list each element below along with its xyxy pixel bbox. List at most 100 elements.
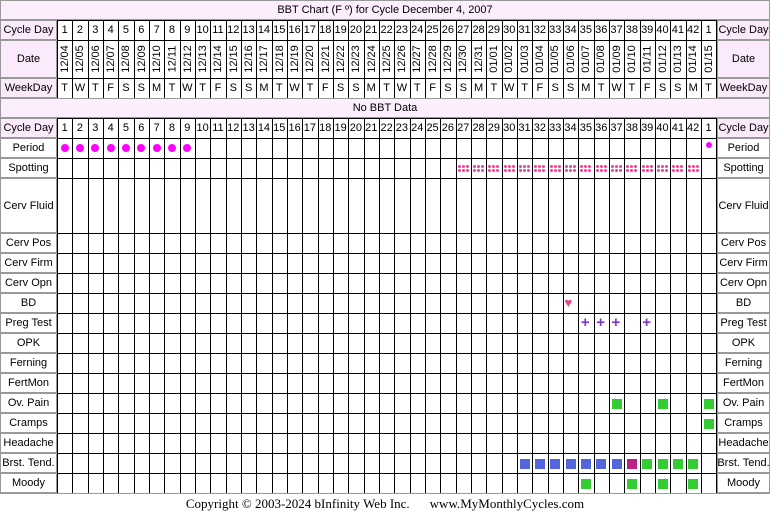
brst-tend-mark [550, 459, 561, 469]
date-text: 01/10 [625, 45, 638, 73]
spotting-dot [492, 164, 496, 168]
weekday-cell: S [137, 82, 145, 94]
cycle-day-cell: 20 [349, 24, 363, 36]
cycle-day-cell: 7 [153, 24, 160, 36]
cycle-day-2-cell: 16 [288, 122, 301, 134]
spotting-dot [595, 168, 599, 172]
spotting-dot [465, 164, 469, 168]
cycle-day-2-cell: 4 [107, 122, 114, 134]
date-text: 01/09 [610, 45, 623, 73]
date-text: 12/30 [457, 45, 470, 73]
weekday-cell: M [366, 82, 376, 94]
spotting-dot [573, 164, 577, 168]
plus-icon: + [611, 314, 621, 331]
date-text: 12/25 [380, 45, 393, 73]
weekday-cell: T [490, 82, 498, 94]
spotting-dot [626, 168, 630, 172]
spotting-dot [503, 168, 507, 172]
cycle-day-2-cell: 2 [76, 122, 84, 134]
date-text: 12/09 [135, 45, 148, 73]
spotting-dot [634, 164, 638, 168]
spotting-dot [477, 164, 481, 168]
spotting-dot [661, 164, 665, 168]
date-cell: 12/08 [118, 40, 133, 78]
spotting-dot [511, 168, 515, 172]
spotting-dot [691, 168, 695, 172]
brst-tend-mark [580, 459, 591, 469]
spotting-dot [634, 168, 638, 172]
date-text: 01/06 [564, 45, 577, 73]
date-text: 01/01 [487, 45, 500, 73]
cycle-day-label-left: Cycle Day [0, 20, 57, 40]
date-text: 01/13 [671, 45, 684, 73]
cycle-day-2-label-right: Cycle Day [717, 118, 770, 138]
date-cell: 12/18 [272, 40, 287, 78]
site-link[interactable]: www.MyMonthlyCycles.com [429, 495, 585, 511]
weekday-cell: S [674, 82, 682, 94]
cycle-day-2-cell: 25 [426, 122, 439, 134]
cramps-label-right: Cramps [717, 413, 770, 433]
date-cell: 12/23 [348, 40, 363, 78]
brst-tend-label-right: Brst. Tend. [717, 453, 770, 473]
date-text: 01/12 [656, 45, 669, 73]
cycle-day-2-cell: 29 [487, 122, 501, 134]
spotting-dot [588, 168, 592, 172]
spotting-dot [680, 164, 684, 168]
weekday-cell: M [473, 82, 484, 94]
brst-tend-mark [611, 459, 622, 469]
weekday-cell: W [74, 82, 86, 94]
moody-label-left: Moody [0, 473, 57, 493]
spotting-dot [457, 164, 461, 168]
period-dot [183, 144, 192, 152]
cerv-firm-label-left: Cerv Firm [0, 253, 57, 273]
date-cell: 12/16 [241, 40, 256, 78]
spotting-dot [538, 168, 542, 172]
cerv-opn-label-left: Cerv Opn [0, 273, 57, 293]
spotting-dot [511, 164, 515, 168]
weekday-cell: W [289, 82, 300, 94]
ov-pain-mark [657, 399, 668, 409]
weekday-cell: T [306, 82, 314, 94]
date-cell: 12/19 [287, 40, 302, 78]
date-text: 12/12 [181, 45, 194, 73]
spotting-dot [691, 164, 695, 168]
spotting-label-right: Spotting [717, 158, 770, 178]
weekday-cell: S [444, 82, 452, 94]
brst-tend-mark [565, 459, 576, 469]
weekday-cell: F [429, 82, 436, 94]
moody-mark [580, 479, 591, 489]
weekday-cell: S [551, 82, 559, 94]
period-dot [106, 144, 115, 152]
spotting-dot [473, 164, 477, 168]
date-cell: 12/09 [134, 40, 149, 78]
cycle-day-cell: 8 [168, 24, 176, 36]
spotting-dot [542, 168, 546, 172]
date-cell: 12/24 [364, 40, 379, 78]
spotting-dot [645, 168, 649, 172]
fertmon-label-left: FertMon [0, 373, 57, 393]
cycle-day-cell: 4 [107, 24, 114, 36]
spotting-dot [630, 168, 634, 172]
date-text: 12/31 [472, 45, 485, 73]
period-dot [91, 144, 100, 152]
cycle-day-2-cell: 1 [61, 122, 68, 134]
weekday-cell: T [199, 82, 206, 94]
cycle-day-2-cell: 11 [212, 122, 224, 134]
cycle-day-cell: 31 [518, 24, 531, 36]
spotting-dot [488, 164, 492, 168]
cerv-pos-label-left: Cerv Pos [0, 233, 57, 253]
ov-pain-mark [703, 399, 714, 409]
weekday-cell: T [597, 82, 605, 94]
headache-label-right: Headache [717, 433, 770, 453]
spotting-dot [615, 168, 619, 172]
date-cell: 12/28 [425, 40, 440, 78]
cycle-day-cell: 25 [426, 24, 439, 36]
period-dot [75, 144, 84, 152]
spotting-dot [519, 164, 523, 168]
date-cell: 12/21 [318, 40, 333, 78]
date-text: 12/20 [303, 45, 316, 73]
cycle-day-cell: 9 [184, 24, 191, 36]
cycle-day-cell: 36 [595, 24, 608, 36]
cycle-day-2-cell: 35 [579, 122, 592, 134]
cycle-day-2-cell: 5 [122, 122, 130, 134]
